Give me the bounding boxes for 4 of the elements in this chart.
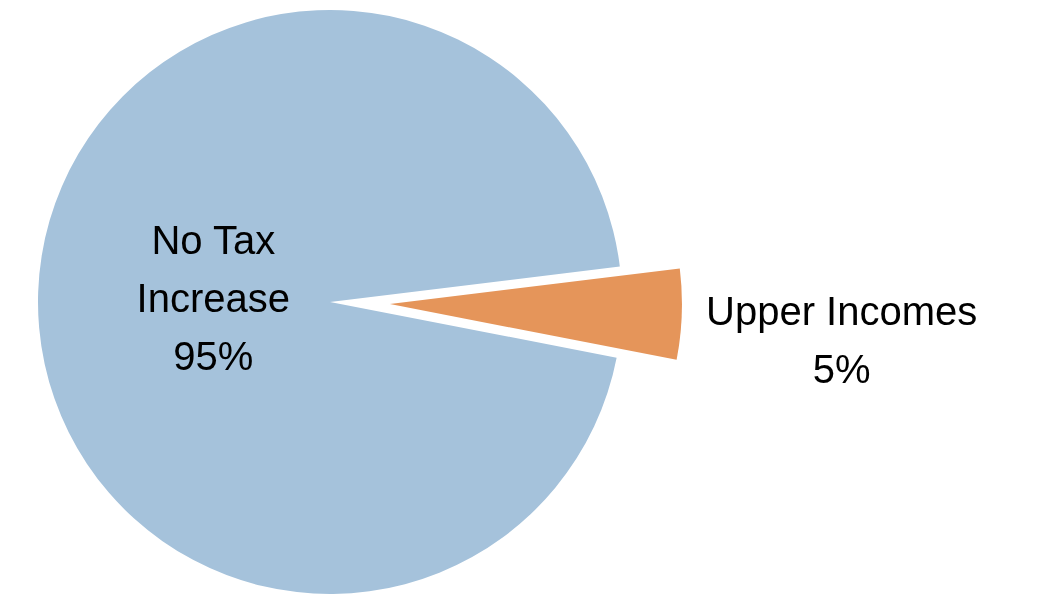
slice-label: No Tax Increase <box>136 217 290 320</box>
data-label: 5% <box>812 346 871 391</box>
slice-label: Upper Incomes <box>706 288 978 333</box>
data-label: 95% <box>173 333 254 378</box>
